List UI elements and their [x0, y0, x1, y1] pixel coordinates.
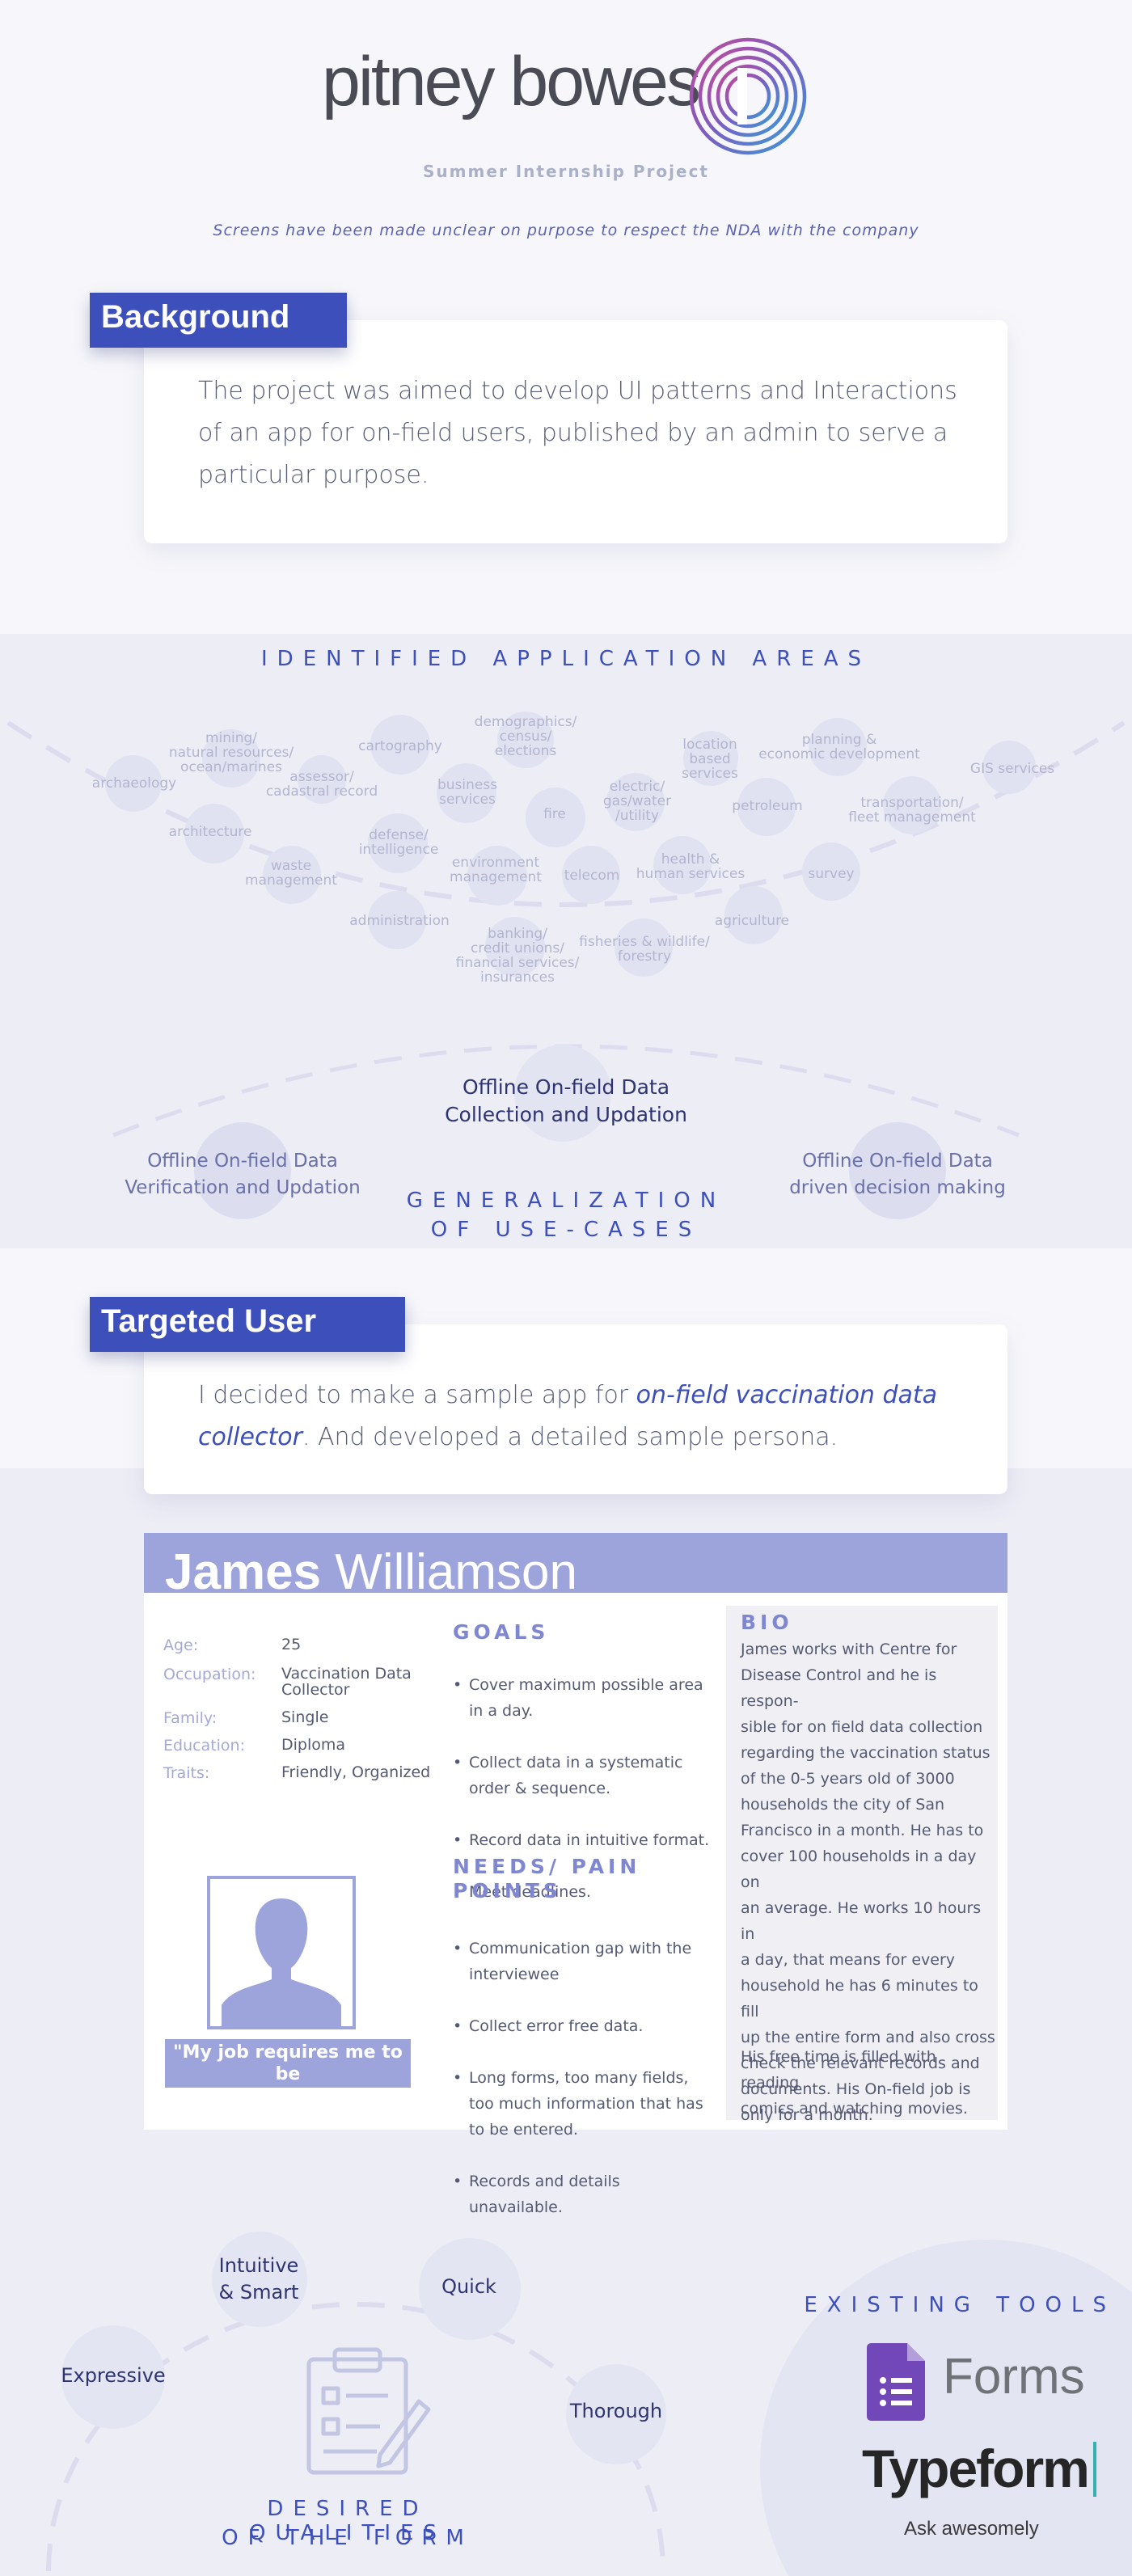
typeform-tagline: Ask awesomely — [904, 2518, 1039, 2540]
quality-label: Thorough — [569, 2400, 663, 2422]
typeform-label: Typeform — [862, 2442, 1096, 2497]
area-label: archaeology — [91, 775, 177, 792]
persona-avatar-icon — [207, 1876, 356, 2029]
info-key: Age: — [163, 1636, 199, 1654]
quality-label: Quick — [441, 2275, 496, 2298]
goal-item: Record data in intuitive format. — [453, 1827, 712, 1853]
background-text-line: of an app for on-field users, published … — [198, 419, 948, 447]
area-label: architecture — [168, 824, 252, 840]
area-label: demographics/ census/ elections — [474, 714, 577, 759]
need-item: Long forms, too many fields, too much in… — [453, 2065, 712, 2143]
area-label: mining/ natural resources/ ocean/marines — [168, 730, 294, 775]
background-text-line: The project was aimed to develop UI patt… — [198, 377, 957, 405]
background-section-tag: Background — [90, 293, 347, 348]
area-label: fire — [543, 806, 566, 822]
area-label: environment management — [450, 855, 542, 885]
background-card: The project was aimed to develop UI patt… — [144, 320, 1007, 543]
goal-item: Cover maximum possible area in a day. — [453, 1672, 712, 1724]
bio-panel: BIO James works with Centre for Disease … — [726, 1606, 998, 2124]
brand-logo-text: pitney bowes — [322, 43, 701, 120]
background-text-line: particular purpose. — [198, 461, 429, 489]
area-label: business services — [437, 777, 498, 808]
goals-title: GOALS — [453, 1620, 550, 1644]
area-label: GIS services — [969, 761, 1055, 777]
need-item: Communication gap with the interviewee — [453, 1936, 712, 1987]
use-cases-title: GENERALIZATION — [406, 1189, 726, 1213]
area-label: transportation/ fleet management — [848, 795, 976, 826]
project-subtitle: Summer Internship Project — [423, 162, 709, 181]
info-key: Traits: — [163, 1764, 210, 1782]
need-item: Records and details unavailable. — [453, 2168, 712, 2220]
persona-quote: "My job requires me to be accurate and q… — [165, 2039, 411, 2106]
area-label: electric/ gas/water /utility — [602, 779, 672, 824]
area-label: assessor/ cadastral record — [265, 769, 378, 800]
info-value: Single — [281, 1708, 329, 1726]
info-value: Friendly, Organized — [281, 1763, 431, 1781]
need-item: Collect error free data. — [453, 2013, 712, 2039]
targeted-user-section-tag: Targeted User — [90, 1297, 405, 1352]
areas-title: IDENTIFIED APPLICATION AREAS — [261, 647, 871, 671]
clipboard-icon — [306, 2347, 431, 2475]
goal-item: Meet deadlines. — [453, 1879, 712, 1905]
application-areas-section: IDENTIFIED APPLICATION AREAS mining/ nat… — [0, 634, 1132, 1248]
tools-title: EXISTING TOOLS — [804, 2293, 1116, 2317]
area-label: location based services — [682, 737, 738, 782]
area-label: cartography — [358, 738, 442, 754]
persona-card: James Williamson Age: 25 Occupation: Vac… — [144, 1533, 1007, 2216]
area-label: fisheries & wildlife/ forestry — [579, 934, 710, 965]
qualities-title: OF THE FORM — [222, 2526, 474, 2550]
info-value: Diploma — [281, 1736, 346, 1754]
info-key: Family: — [163, 1709, 218, 1727]
targeted-user-card: I decided to make a sample app for on-fi… — [144, 1324, 1007, 1494]
persona-header: James Williamson — [144, 1533, 1007, 1593]
info-value: 25 — [281, 1636, 302, 1653]
bio-text-free-time: His free time is filled with reading com… — [741, 2048, 968, 2118]
area-label: defense/ intelligence — [358, 827, 439, 858]
area-label: agriculture — [714, 913, 790, 929]
area-label: petroleum — [732, 798, 803, 814]
google-forms-icon — [867, 2343, 925, 2421]
forms-label: Forms — [943, 2349, 1085, 2405]
use-case-main: Offline On-field Data Collection and Upd… — [445, 1075, 687, 1126]
bio-title: BIO — [741, 1611, 793, 1634]
area-label: survey — [808, 866, 855, 882]
targeted-user-text: I decided to make a sample app for on-fi… — [198, 1381, 938, 1451]
use-case-right: Offline On-field Data driven decision ma… — [789, 1151, 1006, 1198]
goal-item: Collect data in a systematic order & seq… — [453, 1750, 712, 1801]
info-value: Vaccination Data Collector — [281, 1665, 412, 1699]
needs-title: NEEDS/ PAIN POINTS — [453, 1855, 641, 1902]
area-label: banking/ credit unions/ financial servic… — [455, 926, 580, 986]
needs-list: Communication gap with the interviewee C… — [453, 1910, 712, 2246]
info-key: Education: — [163, 1737, 245, 1755]
quality-label: Intuitive & Smart — [218, 2254, 299, 2304]
area-label: health & human services — [636, 851, 746, 882]
brand-logo-icon — [689, 37, 807, 155]
nda-note: Screens have been made unclear on purpos… — [213, 222, 919, 239]
quality-label: Expressive — [61, 2364, 166, 2387]
typeform-cursor-icon — [1092, 2442, 1096, 2497]
info-key: Occupation: — [163, 1666, 256, 1683]
use-case-left: Offline On-field Data Verification and U… — [125, 1151, 361, 1198]
area-label: waste management — [245, 858, 337, 889]
bio-text: James works with Centre for Disease Cont… — [741, 1641, 995, 2124]
area-label: planning & economic development — [758, 732, 920, 762]
area-label: telecom — [564, 868, 620, 884]
persona-name: James Williamson — [165, 1544, 578, 1594]
goals-list: Cover maximum possible area in a day. Co… — [453, 1646, 712, 1931]
qualities-title: DESIRED QUALITIES — [249, 2497, 446, 2545]
area-label: administration — [349, 913, 450, 929]
use-cases-title: OF USE-CASES — [430, 1218, 702, 1242]
